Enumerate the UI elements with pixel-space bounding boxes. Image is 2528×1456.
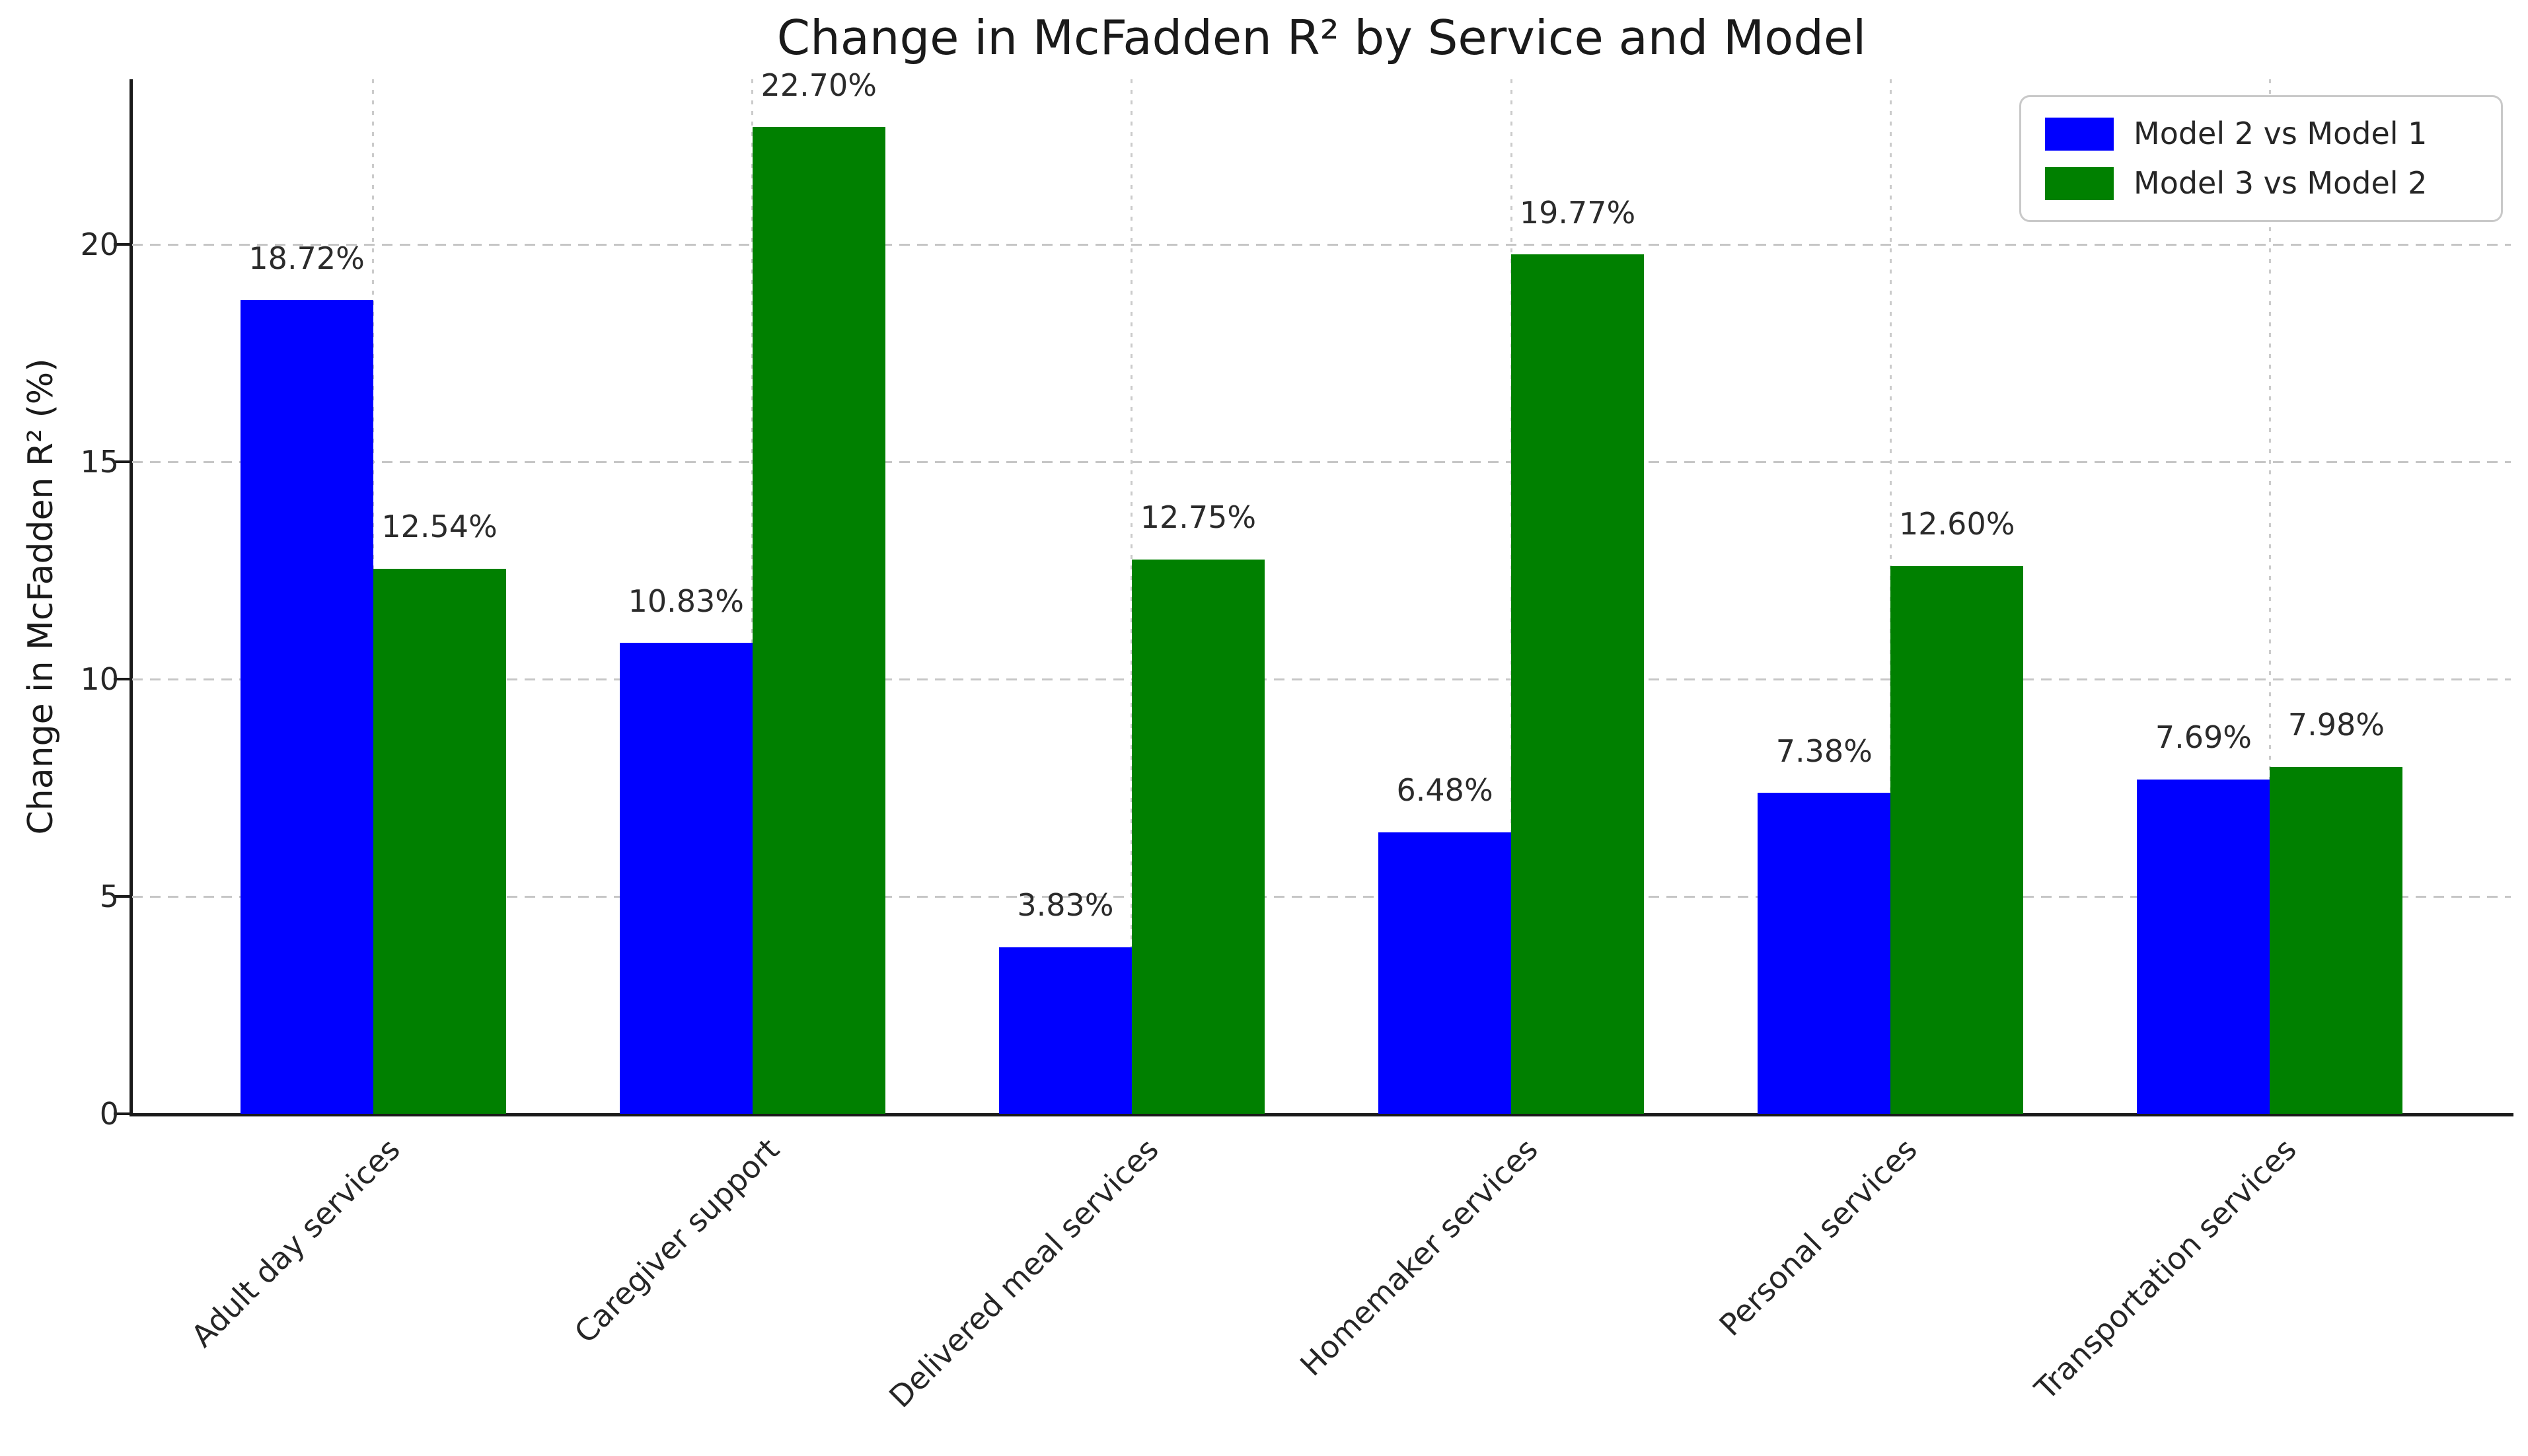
x-axis-spine	[130, 1113, 2513, 1116]
y-tick-label: 5	[99, 879, 119, 914]
x-category-label: Personal services	[1712, 1131, 1925, 1343]
bar	[1758, 793, 1891, 1114]
plot-area: 18.72% 10.83% 3.83% 6.48% 7.38% 7.69% 12.54% 22…	[130, 69, 2513, 1116]
bar	[1131, 560, 1265, 1114]
x-category-label: Adult day services	[184, 1131, 407, 1354]
h-gridline	[132, 678, 2511, 680]
y-tick-mark	[114, 895, 132, 898]
bar	[373, 568, 506, 1114]
h-gridline	[132, 460, 2511, 463]
bar	[240, 300, 373, 1114]
bar-value-label: 12.60%	[1899, 506, 2015, 542]
y-axis-spine	[130, 79, 133, 1116]
bar-value-label: 6.48%	[1396, 772, 1493, 809]
x-category-label: Homemaker services	[1293, 1131, 1545, 1383]
y-tick-mark	[114, 1112, 132, 1115]
bar-value-label: 22.70%	[761, 67, 877, 103]
y-tick-mark	[114, 678, 132, 681]
y-tick-label: 10	[80, 661, 119, 698]
legend-item: Model 3 vs Model 2	[2045, 165, 2477, 201]
y-tick-mark	[114, 460, 132, 464]
bar	[998, 947, 1132, 1114]
legend-label: Model 3 vs Model 2	[2134, 165, 2428, 201]
bar	[1890, 565, 2024, 1114]
bar-value-label: 7.98%	[2287, 707, 2385, 743]
bar	[2270, 766, 2403, 1114]
bar	[752, 127, 885, 1114]
x-category-label: Caregiver support	[567, 1131, 786, 1350]
y-axis-label: Change in McFadden R² (%)	[21, 358, 61, 835]
legend-item: Model 2 vs Model 1	[2045, 116, 2477, 152]
x-category-label: Delivered meal services	[881, 1131, 1166, 1415]
y-tick-label: 20	[80, 227, 119, 263]
legend-swatch	[2045, 117, 2114, 151]
bar-value-label: 12.54%	[381, 509, 498, 545]
bar-value-label: 7.38%	[1775, 733, 1873, 769]
bar-value-label: 19.77%	[1519, 194, 1636, 231]
x-category-label: Transportation services	[2028, 1131, 2304, 1407]
h-gridline	[132, 895, 2511, 898]
bar-value-label: 12.75%	[1140, 499, 1257, 536]
bar	[619, 643, 753, 1114]
chart-title: Change in McFadden R² by Service and Mod…	[776, 10, 1867, 65]
bar-value-label: 7.69%	[2155, 719, 2252, 756]
legend: Model 2 vs Model 1 Model 3 vs Model 2	[2019, 95, 2503, 223]
h-gridline	[132, 243, 2511, 246]
y-tick-label: 15	[80, 444, 119, 480]
bar	[2137, 780, 2270, 1114]
bar-value-label: 3.83%	[1017, 887, 1114, 924]
bar	[1378, 832, 1512, 1114]
bar-value-label: 10.83%	[628, 583, 744, 619]
bar	[1511, 254, 1645, 1114]
legend-swatch	[2045, 166, 2114, 200]
y-tick-label: 0	[99, 1096, 119, 1132]
legend-label: Model 2 vs Model 1	[2134, 116, 2428, 151]
bar-value-label: 18.72%	[248, 240, 365, 276]
v-gridline	[2268, 79, 2271, 1114]
y-tick-mark	[114, 243, 132, 246]
